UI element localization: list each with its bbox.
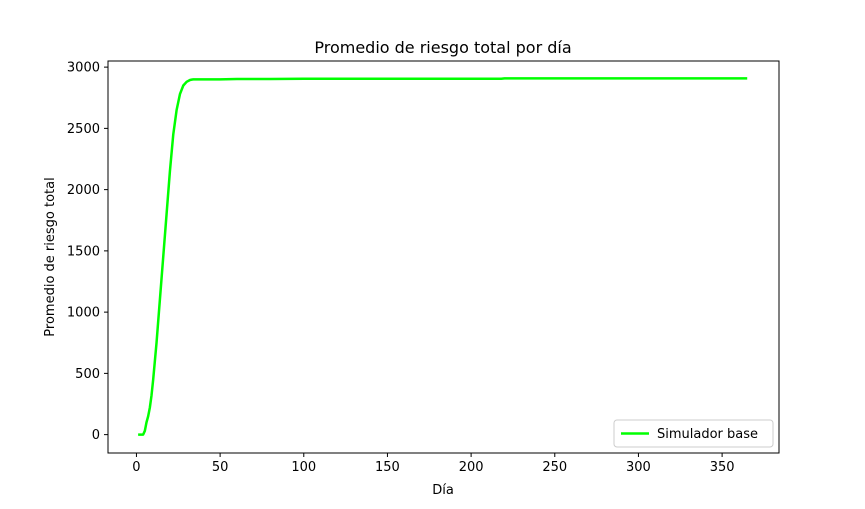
y-axis: 0 500 1000 1500 2000 2500 3000 [67, 61, 108, 443]
y-tick-label: 0 [92, 428, 100, 443]
plot-frame [107, 60, 780, 454]
legend-box [613, 419, 774, 448]
x-tick-label: 0 [132, 460, 140, 475]
y-tick-label: 2000 [67, 183, 100, 198]
x-axis: 0 50 100 150 200 250 300 350 [132, 453, 735, 475]
plot-area [107, 60, 780, 454]
y-tick-label: 1500 [67, 244, 100, 259]
x-tick-label: 100 [291, 460, 316, 475]
x-tick-label: 300 [626, 460, 651, 475]
x-tick-label: 250 [542, 460, 567, 475]
chart-title: Promedio de riesgo total por día [314, 38, 571, 57]
series-line-0 [138, 77, 748, 436]
x-tick-label: 50 [212, 460, 229, 475]
y-tick-label: 3000 [67, 61, 100, 76]
legend-label: Simulador base [657, 427, 758, 442]
legend: Simulador base [613, 419, 774, 448]
x-tick-label: 350 [710, 460, 735, 475]
y-axis-label: Promedio de riesgo total [43, 177, 58, 336]
x-tick-label: 150 [375, 460, 400, 475]
y-tick-label: 1000 [67, 306, 100, 321]
x-axis-label: Día [432, 483, 454, 498]
y-tick-label: 2500 [67, 122, 100, 137]
series-layer [138, 77, 748, 436]
y-tick-label: 500 [75, 367, 100, 382]
x-tick-label: 200 [459, 460, 484, 475]
